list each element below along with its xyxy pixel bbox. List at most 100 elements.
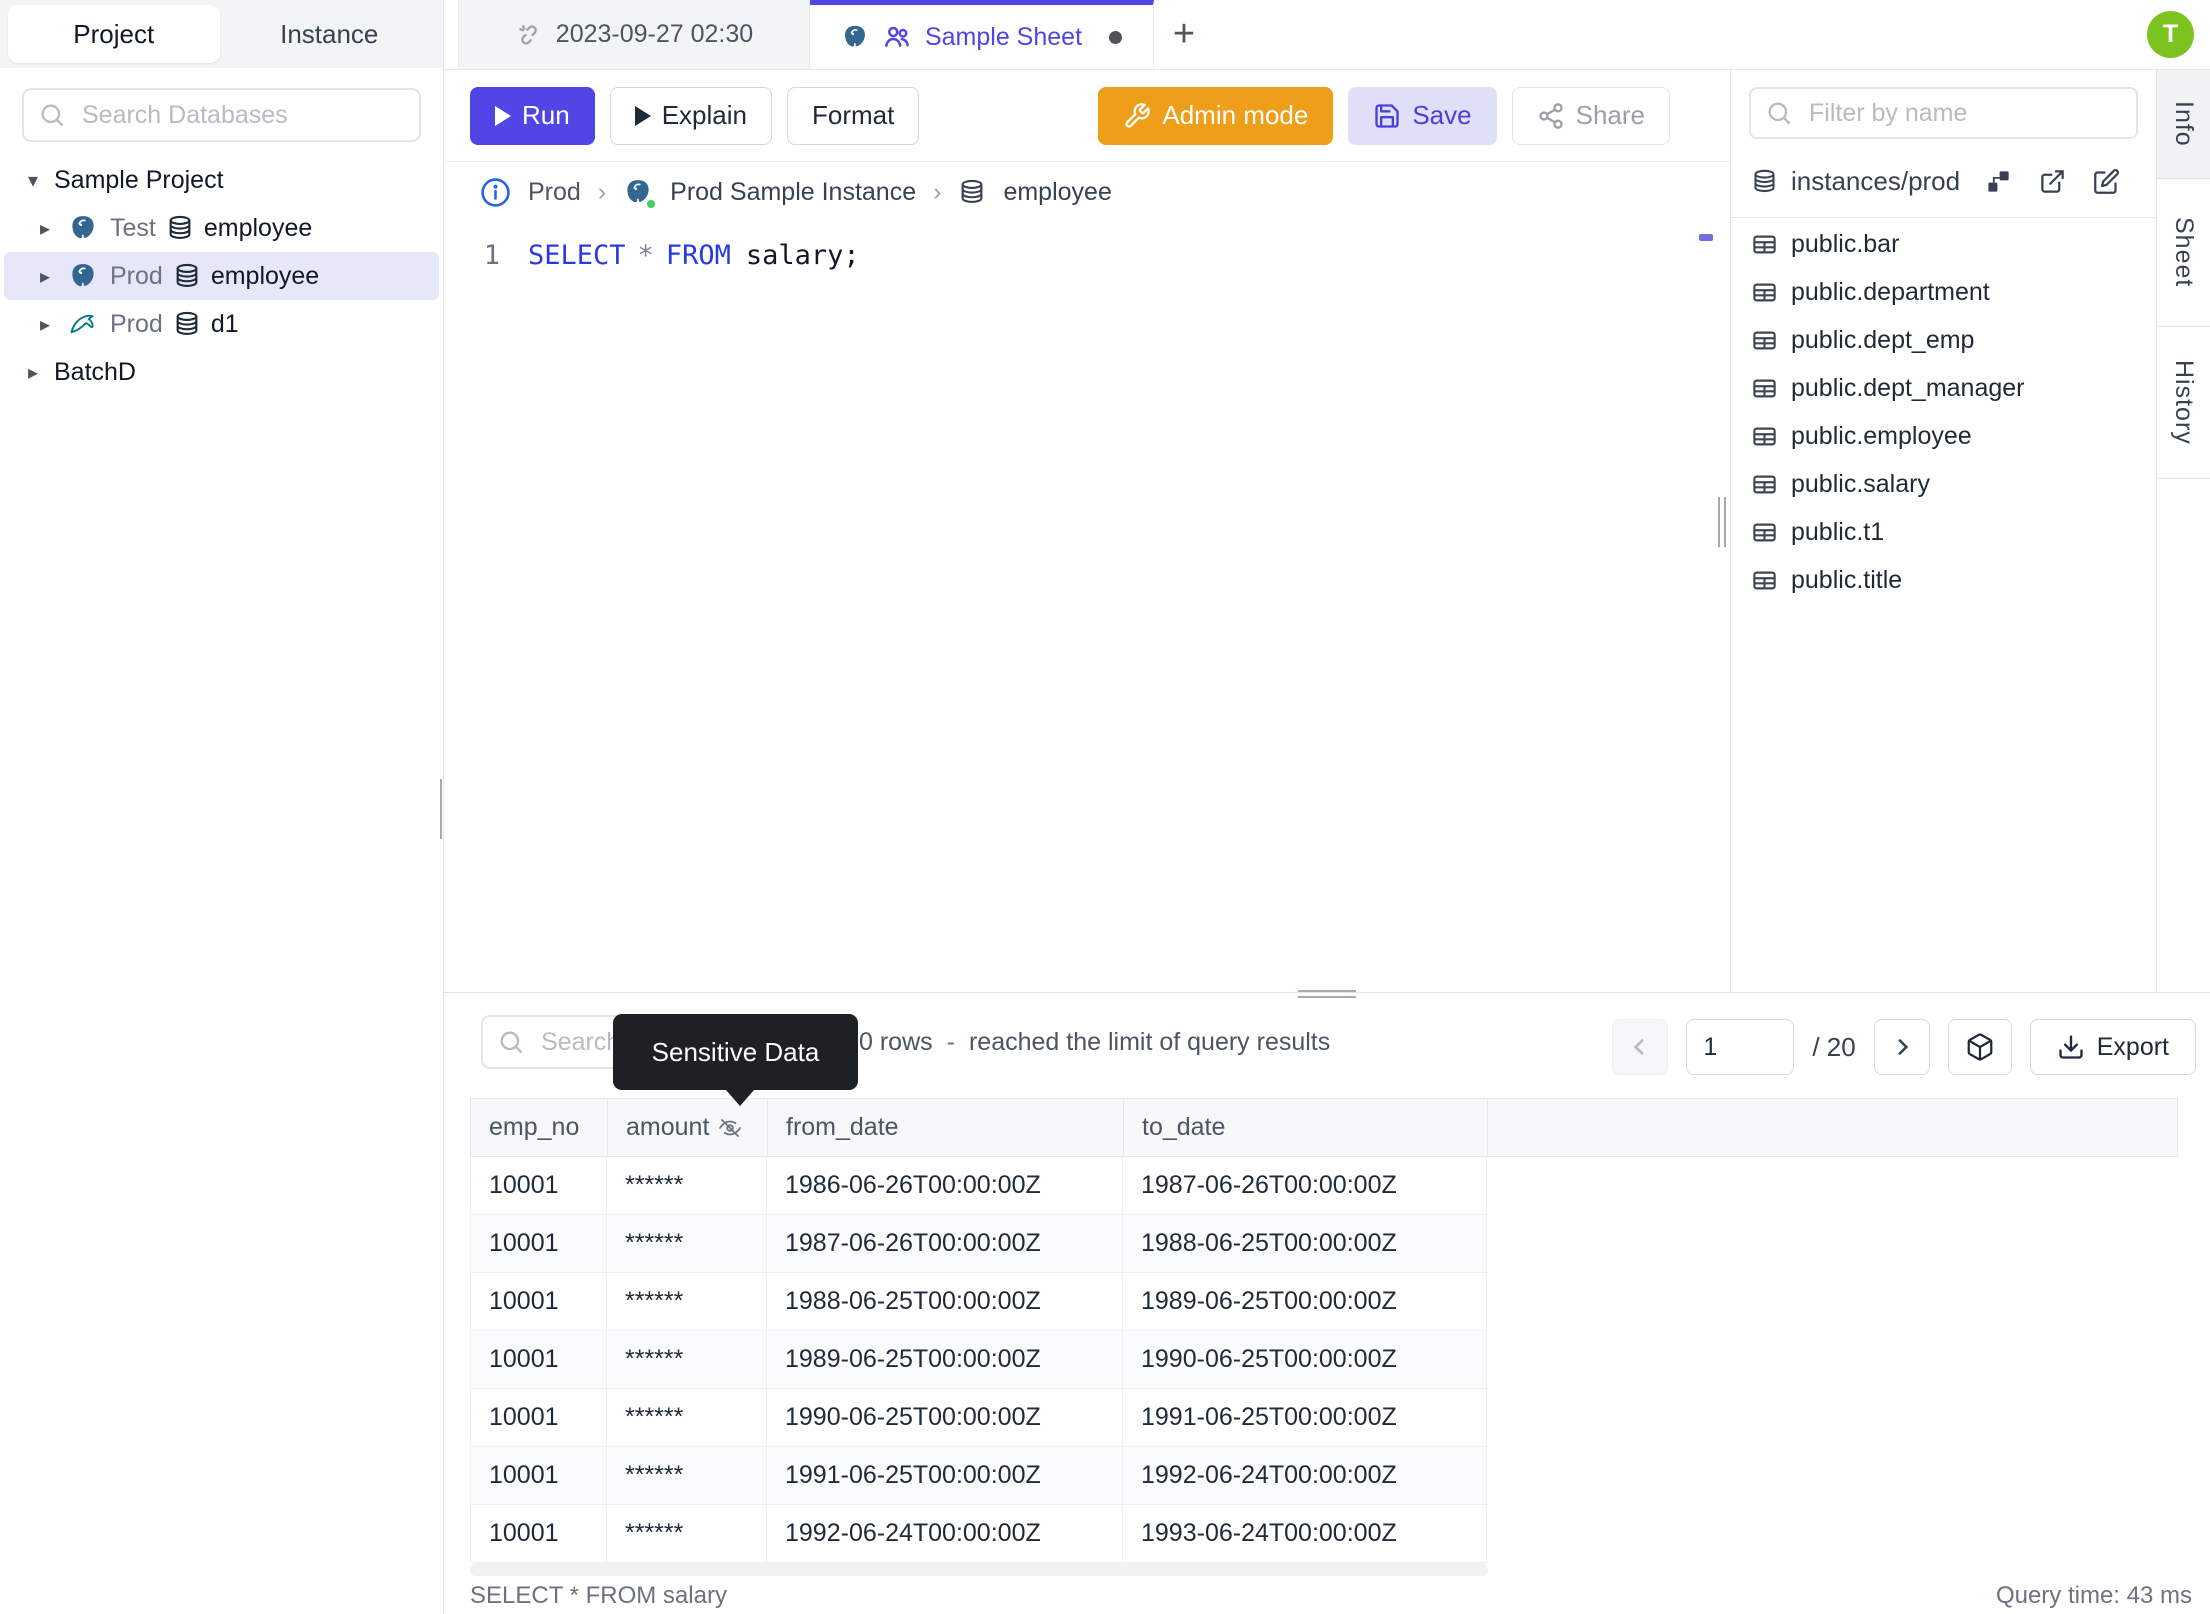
- breadcrumb-database[interactable]: employee: [1003, 177, 1112, 206]
- breadcrumb-env[interactable]: Prod: [528, 177, 581, 206]
- schema-cube-button[interactable]: [1947, 1019, 2012, 1075]
- table-list-item[interactable]: public.dept_manager: [1731, 364, 2156, 412]
- sheet-tab-sample-sheet[interactable]: Sample Sheet: [810, 0, 1154, 69]
- postgres-icon: [68, 213, 98, 243]
- table-row[interactable]: 10001 ****** 1989-06-25T00:00:00Z 1990-06-2…: [470, 1331, 1488, 1389]
- sql-star: *: [637, 240, 654, 271]
- grid-cell: 1990-06-25T00:00:00Z: [1123, 1331, 1487, 1388]
- database-icon: [173, 262, 201, 290]
- tab-instance[interactable]: Instance: [280, 18, 379, 49]
- horizontal-scrollbar[interactable]: [470, 1563, 1488, 1576]
- grid-cell: 1988-06-25T00:00:00Z: [767, 1273, 1123, 1330]
- table-row[interactable]: 10001 ****** 1986-06-26T00:00:00Z 1987-06-2…: [470, 1157, 1488, 1215]
- schema-diagram-icon[interactable]: [1985, 168, 2012, 195]
- share-icon: [1537, 102, 1565, 130]
- edit-icon[interactable]: [2093, 168, 2120, 195]
- project-label: Sample Project: [54, 165, 224, 194]
- schema-panel: instances/prod public.bar public.departm…: [1730, 70, 2156, 992]
- table-row[interactable]: 10001 ****** 1987-06-26T00:00:00Z 1988-06-2…: [470, 1215, 1488, 1273]
- new-sheet-button[interactable]: +: [1172, 13, 1196, 55]
- column-header-emp-no[interactable]: emp_no: [471, 1099, 608, 1156]
- right-panel-resize-handle[interactable]: [1718, 497, 1726, 547]
- database-tree: ▾ Sample Project ▸ Test employee ▸ Pr: [0, 156, 443, 396]
- tree-item-prod-employee[interactable]: ▸ Prod employee: [4, 252, 439, 300]
- tab-project[interactable]: Project: [8, 5, 220, 63]
- admin-mode-button[interactable]: Admin mode: [1098, 86, 1334, 145]
- page-number-input[interactable]: [1686, 1019, 1795, 1075]
- grid-cell: ******: [607, 1273, 767, 1330]
- table-icon: [1753, 475, 1776, 493]
- table-icon: [1753, 523, 1776, 541]
- next-page-button[interactable]: [1873, 1019, 1930, 1075]
- column-header-amount[interactable]: amount: [608, 1099, 768, 1156]
- environment-label: Prod: [110, 309, 163, 338]
- table-name: public.dept_manager: [1791, 373, 2025, 402]
- search-databases-input[interactable]: [22, 88, 421, 142]
- database-label: employee: [203, 213, 313, 242]
- save-icon: [1373, 102, 1401, 130]
- grid-cell: 1989-06-25T00:00:00Z: [767, 1331, 1123, 1388]
- filter-tables-input[interactable]: [1749, 87, 2138, 139]
- table-list-item[interactable]: public.t1: [1731, 508, 2156, 556]
- sql-keyword: SELECT: [528, 240, 626, 271]
- sql-editor[interactable]: 1 SELECT * FROM salary;: [444, 222, 1730, 992]
- explain-button[interactable]: Explain: [609, 86, 772, 145]
- tab-history[interactable]: History: [2157, 327, 2210, 479]
- table-row[interactable]: 10001 ****** 1990-06-25T00:00:00Z 1991-06-2…: [470, 1389, 1488, 1447]
- results-resize-handle[interactable]: [1298, 990, 1356, 998]
- results-panel: 0 rows - reached the limit of query resu…: [444, 990, 2210, 1614]
- grid-cell: 10001: [470, 1331, 607, 1388]
- table-list-item[interactable]: public.salary: [1731, 460, 2156, 508]
- tree-item-prod-d1[interactable]: ▸ Prod d1: [4, 300, 439, 348]
- search-icon: [497, 1028, 525, 1056]
- sidebar: Project Instance ▾ Sample Project ▸ Test: [0, 0, 444, 1614]
- sheet-tab-label: Sample Sheet: [924, 22, 1083, 51]
- download-icon: [2057, 1033, 2085, 1061]
- table-name: public.bar: [1791, 229, 1900, 258]
- sheet-tab-timestamp[interactable]: 2023-09-27 02:30: [458, 0, 810, 69]
- external-link-icon[interactable]: [2039, 168, 2066, 195]
- export-button[interactable]: Export: [2029, 1019, 2196, 1075]
- breadcrumb-instance[interactable]: Prod Sample Instance: [670, 177, 917, 206]
- table-row[interactable]: 10001 ****** 1988-06-25T00:00:00Z 1989-06-2…: [470, 1273, 1488, 1331]
- grid-cell: ******: [607, 1447, 767, 1504]
- tree-item-test-employee[interactable]: ▸ Test employee: [4, 204, 439, 252]
- search-icon: [38, 101, 66, 129]
- table-list-item[interactable]: public.bar: [1731, 220, 2156, 268]
- results-grid: emp_no amount from_date to_date 10001 ***…: [470, 1098, 2178, 1563]
- table-row[interactable]: 10001 ****** 1991-06-25T00:00:00Z 1992-06-2…: [470, 1447, 1488, 1505]
- share-button[interactable]: Share: [1511, 86, 1670, 145]
- format-button[interactable]: Format: [786, 86, 920, 145]
- column-header-to-date[interactable]: to_date: [1124, 1099, 1488, 1156]
- chevron-right-icon: ›: [597, 177, 607, 206]
- table-list-item[interactable]: public.employee: [1731, 412, 2156, 460]
- tab-info[interactable]: Info: [2157, 70, 2210, 179]
- tree-item-batchd[interactable]: ▸ BatchD: [4, 348, 439, 396]
- table-list-item[interactable]: public.department: [1731, 268, 2156, 316]
- grid-cell: 1991-06-25T00:00:00Z: [767, 1447, 1123, 1504]
- connection-breadcrumb: Prod › Prod Sample Instance › employee: [444, 162, 1730, 222]
- column-header-from-date[interactable]: from_date: [768, 1099, 1124, 1156]
- table-list-item[interactable]: public.title: [1731, 556, 2156, 604]
- tab-sheet[interactable]: Sheet: [2157, 179, 2210, 327]
- avatar[interactable]: T: [2147, 11, 2194, 58]
- grid-cell: 1986-06-26T00:00:00Z: [767, 1157, 1123, 1214]
- play-icon: [634, 105, 651, 126]
- side-tab-strip: Info Sheet History: [2156, 70, 2210, 992]
- table-list-item[interactable]: public.dept_emp: [1731, 316, 2156, 364]
- info-icon[interactable]: [480, 177, 511, 208]
- grid-cell: 10001: [470, 1447, 607, 1504]
- database-icon: [1751, 168, 1778, 195]
- postgres-icon: [623, 177, 658, 210]
- tooltip-arrow: [726, 1090, 754, 1106]
- sql-identifier: salary;: [745, 240, 860, 271]
- table-name: public.salary: [1791, 469, 1930, 498]
- table-row[interactable]: 10001 ****** 1992-06-24T00:00:00Z 1993-06-2…: [470, 1505, 1488, 1563]
- play-icon: [495, 105, 511, 126]
- table-icon: [1753, 235, 1776, 253]
- prev-page-button[interactable]: [1612, 1019, 1669, 1075]
- save-button[interactable]: Save: [1348, 86, 1497, 145]
- run-button[interactable]: Run: [470, 86, 595, 145]
- tree-item-sample-project[interactable]: ▾ Sample Project: [4, 156, 439, 204]
